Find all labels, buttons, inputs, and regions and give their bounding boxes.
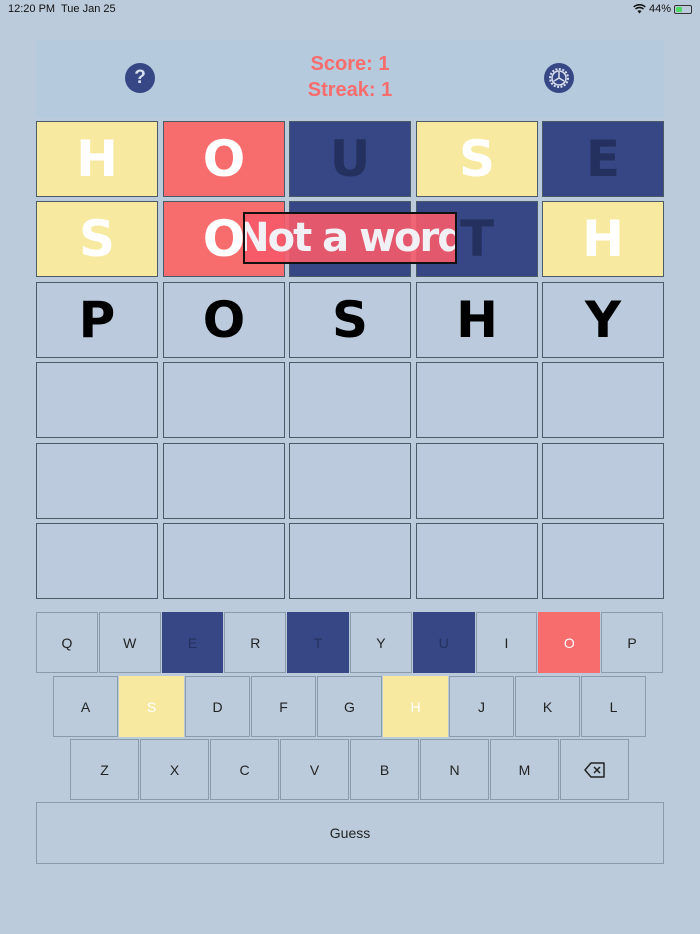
key-y[interactable]: Y: [350, 612, 412, 673]
key-s[interactable]: S: [119, 676, 184, 737]
tile: Y: [542, 282, 664, 358]
key-u[interactable]: U: [412, 612, 475, 673]
tile: [289, 362, 411, 438]
key-c[interactable]: C: [210, 739, 279, 800]
tile: [163, 523, 285, 599]
tile: S: [289, 282, 411, 358]
tile: [542, 443, 664, 519]
key-i[interactable]: I: [475, 612, 538, 673]
key-z[interactable]: Z: [70, 739, 139, 800]
streak-label: Streak: 1: [307, 79, 393, 101]
tile: S: [416, 121, 538, 197]
key-q[interactable]: Q: [36, 612, 98, 673]
key-p[interactable]: P: [601, 612, 663, 673]
tile: [416, 523, 538, 599]
tile: S: [36, 201, 158, 277]
tile: [36, 362, 158, 438]
tile: [36, 443, 158, 519]
guess-button[interactable]: Guess: [36, 802, 664, 864]
status-time: 12:20 PM: [8, 3, 56, 15]
tile: [36, 523, 158, 599]
battery-icon: [674, 4, 692, 14]
tile: O: [163, 282, 285, 358]
help-button[interactable]: ?: [125, 63, 155, 93]
status-indicators: 44%: [633, 3, 692, 15]
tile: U: [289, 121, 411, 197]
backspace-icon: [583, 761, 605, 778]
tile: H: [36, 121, 158, 197]
key-v[interactable]: V: [280, 739, 349, 800]
key-t[interactable]: T: [287, 612, 349, 673]
toast-not-a-word: Not a word: [243, 212, 457, 264]
tile: [416, 443, 538, 519]
key-l[interactable]: L: [581, 676, 646, 737]
battery-percent: 44%: [648, 3, 671, 15]
score-label: Score: 1: [310, 53, 390, 75]
key-w[interactable]: W: [98, 612, 161, 673]
key-f[interactable]: F: [251, 676, 316, 737]
tile: H: [542, 201, 664, 277]
tile: [416, 362, 538, 438]
key-m[interactable]: M: [490, 739, 559, 800]
tile: [163, 443, 285, 519]
key-o[interactable]: O: [538, 612, 601, 673]
key-k[interactable]: K: [515, 676, 580, 737]
header-bar: ? Score: 1 Streak: 1: [36, 40, 664, 118]
tile: H: [416, 282, 538, 358]
key-n[interactable]: N: [420, 739, 489, 800]
key-j[interactable]: J: [449, 676, 514, 737]
tile: [163, 362, 285, 438]
wifi-icon: [633, 4, 646, 14]
key-b[interactable]: B: [350, 739, 419, 800]
tile: [542, 523, 664, 599]
tile: [289, 443, 411, 519]
settings-button[interactable]: [544, 63, 574, 93]
key-g[interactable]: G: [317, 676, 382, 737]
tile: E: [542, 121, 664, 197]
tile: P: [36, 282, 158, 358]
key-x[interactable]: X: [140, 739, 209, 800]
key-h[interactable]: H: [383, 676, 448, 737]
gear-icon: [549, 68, 569, 88]
tile: [289, 523, 411, 599]
key-e[interactable]: E: [161, 612, 224, 673]
backspace-key[interactable]: [560, 739, 629, 800]
status-date: Tue Jan 25: [61, 3, 116, 15]
key-d[interactable]: D: [185, 676, 250, 737]
key-a[interactable]: A: [53, 676, 118, 737]
key-r[interactable]: R: [224, 612, 287, 673]
tile: [542, 362, 664, 438]
tile: O: [163, 121, 285, 197]
